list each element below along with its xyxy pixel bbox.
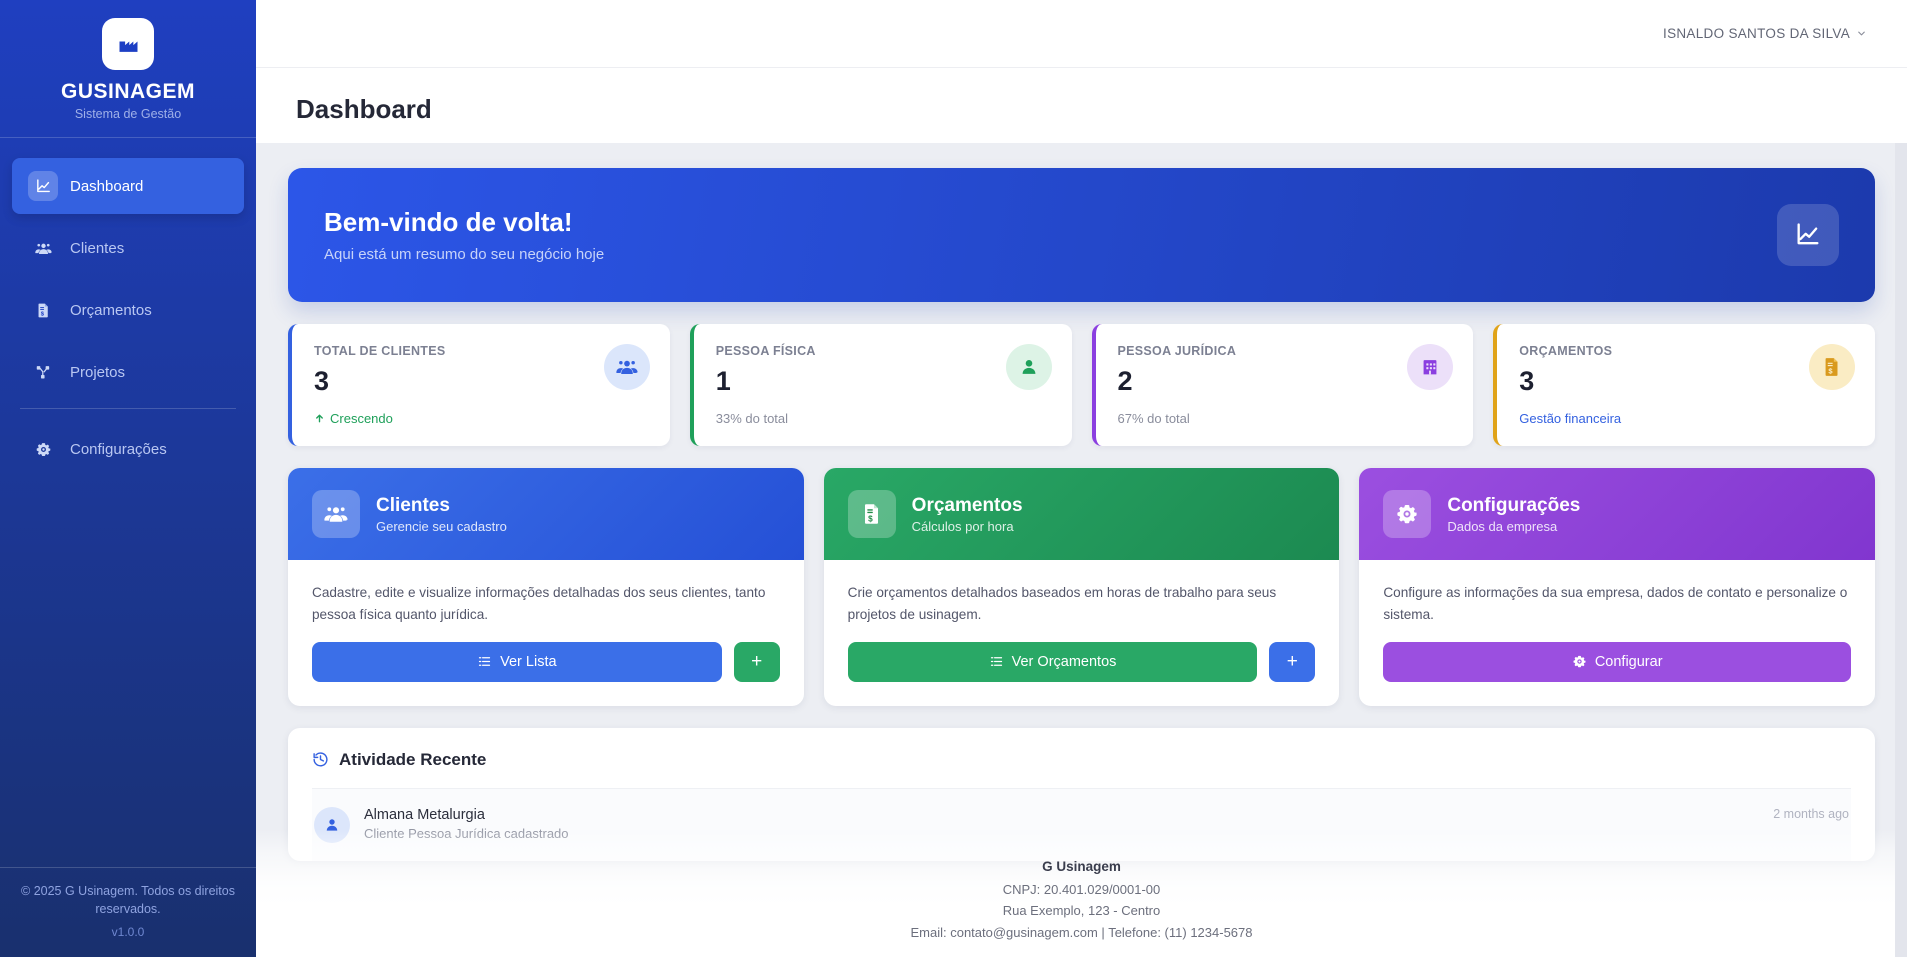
svg-text:$: $ bbox=[868, 514, 873, 523]
